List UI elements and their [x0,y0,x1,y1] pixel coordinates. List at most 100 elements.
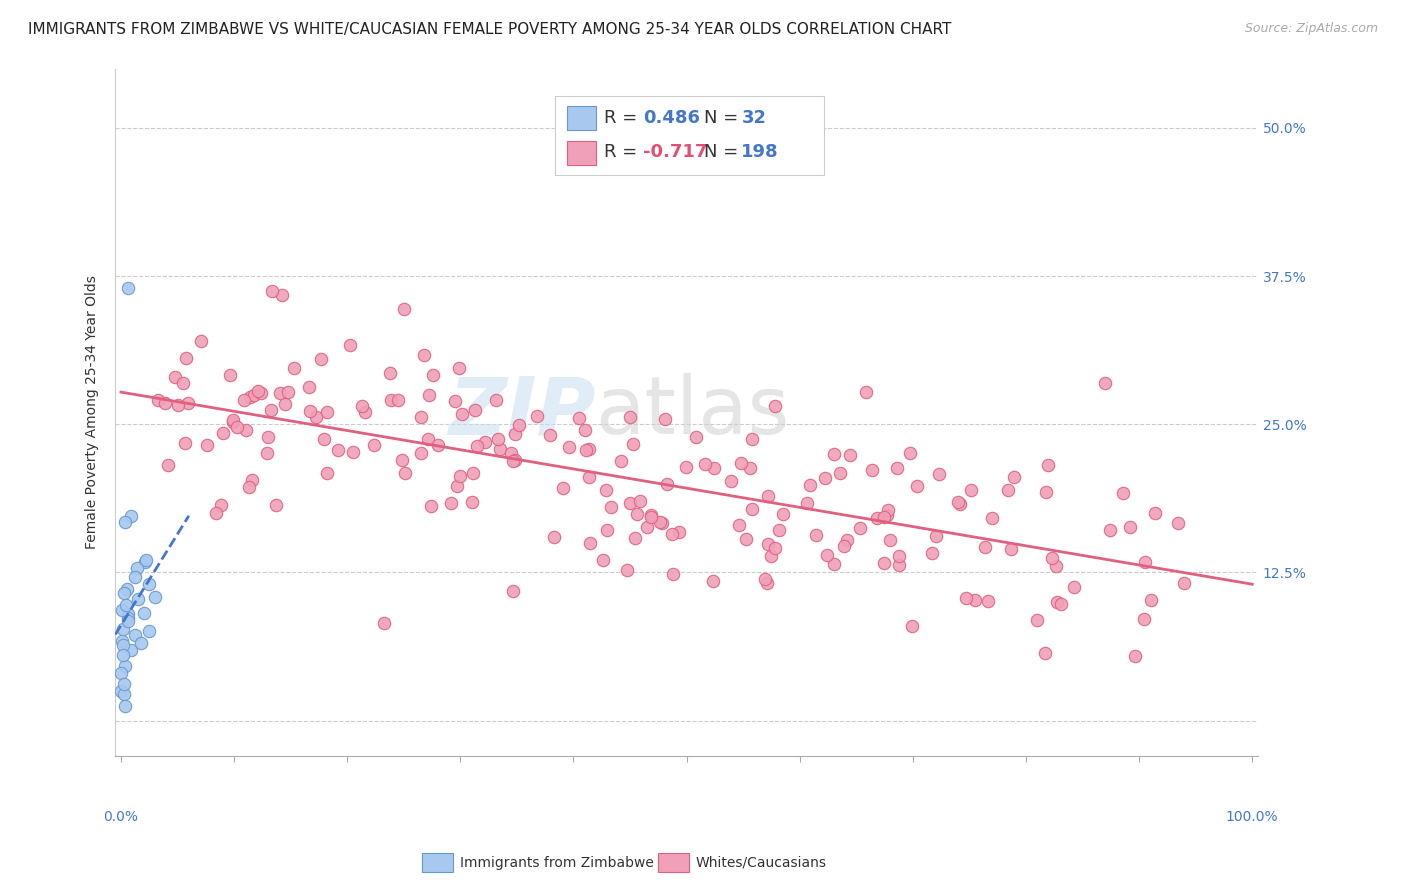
Point [876,508,898,523]
Point [973,540,995,554]
Point [873,509,896,524]
Point [921,546,943,560]
Point [741,432,763,446]
Point [114,698,136,713]
Point [111,603,134,617]
Text: atlas: atlas [595,374,790,451]
Point [901,619,924,633]
Point [247,384,270,398]
Point [380,393,402,408]
Point [447,360,470,375]
Point [243,387,266,401]
Point [411,446,433,460]
Text: 32: 32 [741,109,766,127]
Point [114,658,136,673]
Point [640,510,662,524]
Point [981,510,1004,524]
Point [378,366,401,380]
Point [815,548,838,562]
Point [575,443,598,458]
Point [823,447,845,461]
Text: N =: N = [704,144,744,161]
Bar [567,106,596,130]
Point [219,368,242,383]
Point [120,643,142,657]
Point [238,480,260,494]
Point [256,446,278,460]
Point [654,411,676,425]
Point [1035,485,1057,500]
Point [240,473,263,487]
Point [860,463,883,477]
Point [703,461,725,475]
Point [877,503,900,517]
Point [392,301,415,316]
Point [124,627,146,641]
Point [1094,376,1116,390]
Point [298,404,321,418]
Point [1002,470,1025,484]
Point [111,648,134,662]
Point [416,432,439,446]
Point [226,420,249,434]
Point [134,555,156,569]
Point [446,478,468,492]
Point [143,590,166,604]
Point [505,427,527,442]
Text: Whites/Caucasians: Whites/Caucasians [696,855,827,870]
Point [124,570,146,584]
Point [427,438,450,452]
Point [373,615,395,630]
Point [195,438,218,452]
Point [135,553,157,567]
Point [1045,558,1067,573]
Point [488,442,510,456]
Point [648,515,671,529]
Text: N =: N = [704,109,744,127]
Point [609,453,631,467]
Point [172,376,194,390]
Point [728,518,751,533]
Point [806,527,828,541]
Point [621,437,644,451]
Point [391,453,413,467]
Point [730,456,752,470]
Point [167,398,190,412]
Point [741,502,763,516]
Point [174,351,197,365]
Point [305,409,328,424]
Point [578,469,600,483]
Point [1135,555,1157,569]
Point [274,397,297,411]
Text: -0.717: -0.717 [643,144,707,161]
Point [796,496,818,510]
Point [662,567,685,582]
Point [1063,580,1085,594]
Point [997,483,1019,497]
Point [887,558,910,572]
Point [117,607,139,622]
Point [250,385,273,400]
Point [129,636,152,650]
Point [111,633,134,648]
Point [232,393,254,408]
Point [772,508,794,522]
Point [1025,613,1047,627]
Point [898,446,921,460]
Point [114,516,136,530]
Point [823,557,845,571]
Point [260,284,283,298]
Point [768,523,790,537]
Point [111,622,134,636]
Point [799,478,821,492]
Point [328,442,350,457]
Point [264,498,287,512]
Point [502,583,524,598]
Point [115,582,138,596]
Point [1118,520,1140,534]
Point [339,338,361,352]
Point [138,576,160,591]
Point [928,467,950,481]
Point [1036,458,1059,473]
Point [599,500,621,515]
